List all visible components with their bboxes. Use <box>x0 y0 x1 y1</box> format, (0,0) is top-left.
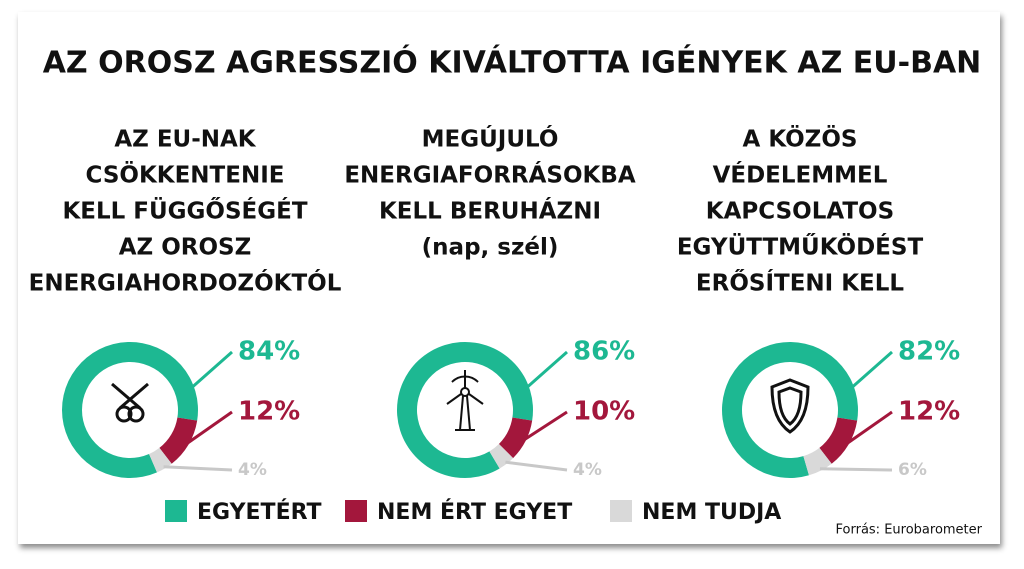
leader-line <box>845 410 893 445</box>
panel-title: ERŐSÍTENI KELL <box>696 269 905 297</box>
value-label: 4% <box>238 460 267 480</box>
donut-segment <box>721 341 858 478</box>
panel-title: ENERGIAHORDOZÓKTÓL <box>29 269 342 297</box>
legend-swatch <box>610 500 632 522</box>
value-label: 4% <box>573 460 602 480</box>
donut-segment <box>61 342 199 478</box>
panel-title: KELL BERUHÁZNI <box>379 197 601 225</box>
leader-line <box>819 467 893 472</box>
legend-label: EGYETÉRT <box>197 499 322 525</box>
legend-swatch <box>165 500 187 522</box>
panel-title: CSÖKKENTENIE <box>86 161 285 189</box>
panel-title: KAPCSOLATOS <box>706 199 894 225</box>
leader-line <box>191 350 233 389</box>
panel-title: (nap, szél) <box>422 235 559 261</box>
value-label: 82% <box>898 337 960 367</box>
value-label: 6% <box>898 460 927 480</box>
value-label: 10% <box>573 397 635 427</box>
donut-segment <box>159 417 198 464</box>
scissors-icon <box>111 382 149 423</box>
donut-segment <box>498 417 533 459</box>
leader-line <box>163 465 233 472</box>
donut-segment <box>819 417 858 464</box>
leader-line <box>851 350 893 389</box>
donut-segment <box>397 342 533 478</box>
panel-title: AZ OROSZ <box>119 235 252 261</box>
legend-label: NEM TUDJA <box>642 500 781 525</box>
leader-line <box>526 350 568 389</box>
panel-title: MEGÚJULÓ <box>422 125 559 153</box>
turbine-icon <box>446 370 484 431</box>
legend-swatch <box>345 500 367 522</box>
leader-line <box>522 410 568 442</box>
title: AZ OROSZ AGRESSZIÓ KIVÁLTOTTA IGÉNYEK AZ… <box>43 44 982 81</box>
panel-title: VÉDELEMMEL <box>713 161 888 189</box>
shield-icon <box>770 378 810 434</box>
value-label: 12% <box>898 397 960 427</box>
panel-title: ENERGIAFORRÁSOKBA <box>344 161 636 189</box>
source: Forrás: Eurobarometer <box>836 523 983 538</box>
panel-title: EGYÜTTMŰKÖDÉST <box>677 233 924 261</box>
panel-title: A KÖZÖS <box>743 125 858 153</box>
panel-title: AZ EU-NAK <box>114 127 256 153</box>
legend-label: NEM ÉRT EGYET <box>377 499 572 525</box>
value-label: 12% <box>238 397 300 427</box>
panel-title: KELL FÜGGŐSÉGÉT <box>62 197 307 225</box>
leader-line <box>505 460 568 472</box>
value-label: 84% <box>238 337 300 367</box>
leader-line <box>185 410 233 445</box>
value-label: 86% <box>573 337 635 367</box>
